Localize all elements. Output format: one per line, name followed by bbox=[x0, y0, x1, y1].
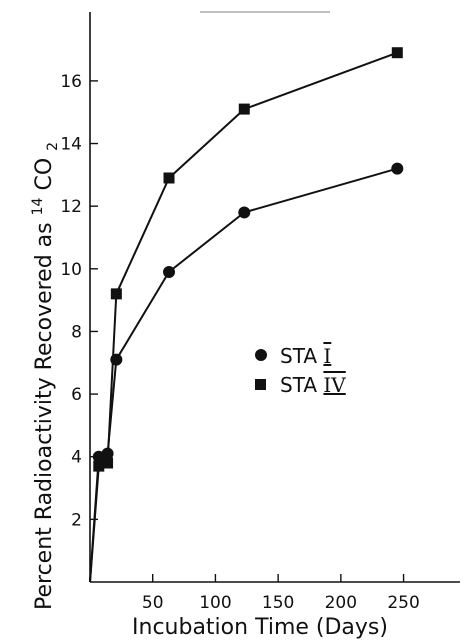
legend-label-sta-i-numeral: I bbox=[323, 344, 331, 368]
y-axis-label-subscript: 2 bbox=[45, 142, 61, 151]
data-point-circle bbox=[238, 206, 251, 219]
data-point-circle bbox=[110, 353, 123, 366]
legend-label-sta-i-prefix: STA bbox=[280, 344, 317, 368]
data-point-square bbox=[238, 103, 250, 115]
y-tick-label: 14 bbox=[60, 135, 82, 155]
y-tick-label: 4 bbox=[71, 448, 82, 468]
series-lines bbox=[89, 51, 398, 583]
y-axis-label-isotope: 14 bbox=[30, 197, 46, 215]
x-tick-label: 200 bbox=[325, 593, 357, 613]
data-point-square bbox=[93, 460, 105, 472]
legend-label-sta-iv: STA IV bbox=[280, 373, 346, 397]
x-tick-label: 50 bbox=[142, 593, 164, 613]
data-point-square bbox=[163, 172, 175, 184]
y-tick-label: 2 bbox=[71, 510, 82, 530]
axis-ticks: 50 100 150 200 250 2 4 6 8 10 12 14 16 bbox=[60, 72, 419, 613]
legend-label-sta-iv-prefix: STA bbox=[280, 373, 317, 397]
y-tick-label: 16 bbox=[60, 72, 82, 92]
y-tick-label: 6 bbox=[71, 385, 82, 405]
y-tick-label: 8 bbox=[71, 322, 82, 342]
data-point-square bbox=[110, 288, 122, 300]
data-point-circle bbox=[391, 162, 404, 175]
series-line-2 bbox=[89, 51, 398, 583]
y-tick-label: 12 bbox=[60, 197, 82, 217]
legend-marker-square bbox=[255, 379, 266, 390]
y-axis-label: Percent Radioactivity Recovered as 14 CO… bbox=[23, 142, 61, 610]
legend: STA I STA IV bbox=[255, 344, 346, 397]
data-point-square bbox=[102, 457, 114, 469]
data-point-circle bbox=[101, 447, 114, 460]
legend-label-sta-i: STA I bbox=[280, 344, 331, 368]
data-markers bbox=[92, 47, 404, 472]
y-axis-label-text: Percent Radioactivity Recovered as bbox=[32, 215, 57, 610]
y-tick-label: 10 bbox=[60, 260, 82, 280]
x-tick-label: 100 bbox=[199, 593, 231, 613]
data-point-circle bbox=[163, 265, 176, 278]
x-tick-label: 150 bbox=[262, 593, 294, 613]
legend-label-sta-iv-numeral: IV bbox=[323, 373, 346, 397]
x-tick-label: 250 bbox=[387, 593, 419, 613]
legend-marker-circle bbox=[255, 349, 267, 361]
data-point-square bbox=[391, 47, 403, 59]
series-line-1 bbox=[89, 167, 398, 583]
y-axis-label-compound: CO bbox=[32, 158, 57, 191]
x-axis-label: Incubation Time (Days) bbox=[132, 615, 388, 640]
